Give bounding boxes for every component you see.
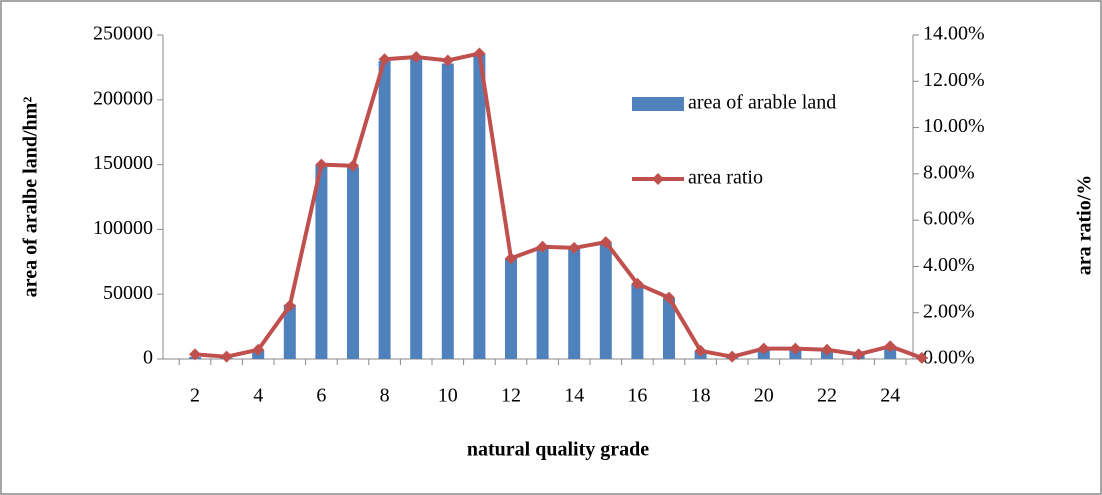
- y-tick-label: 0: [143, 347, 153, 369]
- x-tick-label: 22: [817, 385, 837, 407]
- y2-axis-title: ara ratio/%: [1074, 175, 1096, 276]
- marker: [220, 350, 233, 363]
- bar: [283, 304, 296, 359]
- x-tick-label: 16: [627, 385, 647, 407]
- x-tick-label: 6: [316, 385, 326, 407]
- x-axis-title: natural quality grade: [467, 439, 649, 461]
- marker: [473, 47, 486, 60]
- x-tick-label: 18: [691, 385, 711, 407]
- marker: [789, 342, 802, 355]
- bar: [410, 58, 423, 359]
- marker: [283, 299, 296, 312]
- x-tick-label: 8: [380, 385, 390, 407]
- marker: [252, 343, 265, 356]
- marker: [884, 340, 897, 353]
- x-tick-label: 2: [190, 385, 200, 407]
- marker: [441, 54, 454, 67]
- y-tick-label: 150000: [93, 152, 153, 174]
- marker: [694, 344, 707, 357]
- y2-tick-label: 14.00%: [923, 23, 985, 45]
- y-tick-label: 50000: [103, 282, 153, 304]
- bar: [568, 247, 581, 359]
- x-tick-label: 20: [754, 385, 774, 407]
- bar: [631, 283, 644, 359]
- y-tick-label: 200000: [93, 87, 153, 109]
- x-tick-label: 12: [501, 385, 521, 407]
- y-tick-label: 250000: [93, 23, 153, 45]
- bar: [441, 63, 454, 360]
- marker: [347, 159, 359, 172]
- y2-tick-label: 0.00%: [923, 347, 975, 369]
- y-tick-label: 100000: [93, 217, 153, 239]
- marker: [568, 241, 581, 254]
- marker: [378, 53, 391, 66]
- x-tick-label: 24: [880, 385, 900, 407]
- x-tick-label: 14: [564, 385, 584, 407]
- bar: [347, 167, 359, 359]
- marker: [599, 236, 612, 249]
- legend-label: area of arable land: [688, 92, 836, 114]
- marker: [189, 348, 201, 361]
- marker: [315, 158, 328, 171]
- bar: [378, 60, 391, 360]
- marker: [726, 350, 739, 363]
- marker: [505, 252, 517, 265]
- x-tick-label: 4: [253, 385, 263, 407]
- y2-tick-label: 12.00%: [923, 69, 985, 91]
- y2-tick-label: 4.00%: [923, 254, 975, 276]
- legend-label: area ratio: [688, 167, 763, 189]
- bar: [315, 164, 328, 359]
- bar: [536, 246, 549, 359]
- marker: [631, 277, 644, 290]
- marker: [536, 240, 549, 253]
- bar: [505, 257, 517, 359]
- marker: [410, 50, 423, 63]
- marker: [757, 342, 770, 355]
- legend-swatch: [632, 97, 684, 111]
- marker: [821, 343, 833, 356]
- legend-marker: [652, 173, 664, 185]
- y2-tick-label: 10.00%: [923, 115, 985, 137]
- bar: [599, 242, 612, 359]
- x-tick-label: 10: [438, 385, 458, 407]
- y2-tick-label: 6.00%: [923, 208, 975, 230]
- y-axis-title: area of aralbe land/hm²: [20, 97, 42, 298]
- marker: [852, 348, 865, 361]
- bar: [663, 298, 675, 359]
- marker: [663, 291, 675, 304]
- bar: [473, 53, 486, 359]
- marker: [915, 351, 928, 364]
- y2-tick-label: 8.00%: [923, 161, 975, 183]
- y2-tick-label: 2.00%: [923, 300, 975, 322]
